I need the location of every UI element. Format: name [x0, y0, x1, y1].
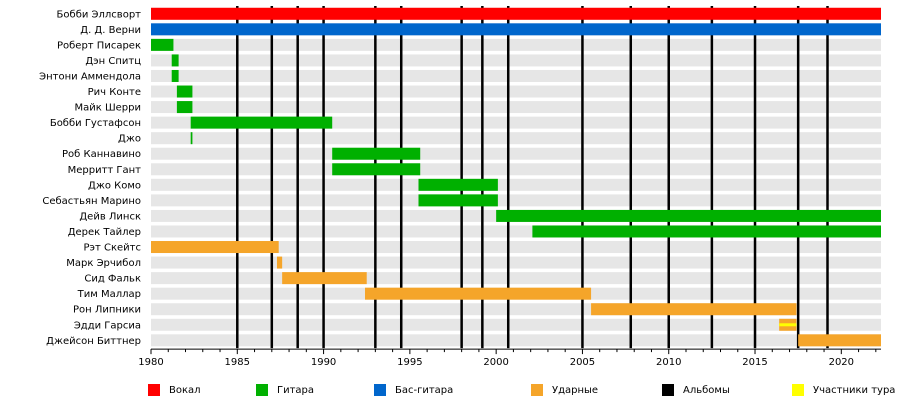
legend-label-tour: Участники тура — [813, 384, 896, 396]
member-name-label: Джо Комо — [88, 180, 141, 191]
legend-label-drums: Ударные — [552, 384, 599, 396]
legend-swatch-drums — [531, 384, 543, 396]
row-background — [151, 241, 881, 254]
row-background — [151, 256, 881, 269]
member-bar-guitar — [176, 101, 193, 114]
legend-swatch-guitar — [256, 384, 268, 396]
row-background — [151, 178, 881, 191]
legend-swatch-tour — [792, 384, 804, 396]
legend-item-tour: Участники тура — [792, 384, 895, 396]
member-bar-guitar — [176, 85, 193, 98]
member-name-label: Д. Д. Верни — [80, 25, 141, 36]
x-axis-tick-label: 1995 — [397, 357, 422, 368]
row-background — [151, 272, 881, 285]
legend-swatch-albums — [662, 384, 674, 396]
member-name-label: Бобби Густафсон — [50, 118, 141, 129]
member-name-label: Рон Липники — [73, 305, 141, 316]
x-axis-tick-label: 1990 — [311, 357, 336, 368]
legend-item-guitar: Гитара — [256, 384, 314, 396]
x-axis-tick-label: 2005 — [570, 357, 595, 368]
x-axis-tick-label: 2000 — [483, 357, 508, 368]
member-bar-guitar — [151, 38, 174, 51]
x-axis-tick-label: 2015 — [742, 357, 767, 368]
member-name-label: Майк Шерри — [74, 103, 141, 114]
row-background — [151, 116, 881, 129]
row-background — [151, 318, 881, 331]
member-bar-guitar — [418, 178, 498, 191]
member-bar-tour — [779, 323, 797, 327]
member-name-label: Эдди Гарсиа — [74, 320, 141, 331]
member-bar-guitar — [532, 225, 881, 238]
row-background — [151, 101, 881, 114]
member-name-label: Бобби Эллсворт — [57, 9, 142, 20]
member-bar-drums — [798, 334, 881, 347]
x-axis-tick-label: 1985 — [225, 357, 250, 368]
legend-label-guitar: Гитара — [277, 384, 315, 396]
band-timeline-chart: Бобби Эллсворт Д. Д. Верни Роберт Писарек Д… — [39, 6, 881, 368]
row-background — [151, 38, 881, 51]
row-background — [151, 334, 881, 347]
row-background — [151, 147, 881, 160]
row-background — [151, 69, 881, 82]
member-name-label: Дерек Тайлер — [68, 227, 141, 238]
row-background — [151, 194, 881, 207]
member-bar-guitar — [171, 69, 179, 82]
member-name-label: Мерритт Гант — [68, 165, 142, 176]
member-bar-guitar — [332, 147, 421, 160]
member-bar-guitar — [171, 54, 179, 67]
member-bar-drums — [151, 241, 279, 254]
row-background — [151, 163, 881, 176]
member-name-label: Рич Конте — [88, 87, 141, 98]
member-bar-guitar — [332, 163, 421, 176]
member-name-label: Джо — [118, 134, 141, 145]
member-name-label: Роберт Писарек — [57, 40, 141, 51]
member-name-label: Роб Каннавино — [62, 149, 141, 160]
legend-item-bass: Бас-гитара — [374, 384, 453, 396]
member-bar-drums — [282, 272, 367, 285]
member-bar-bass — [151, 23, 881, 36]
x-axis-tick-label: 2020 — [829, 357, 854, 368]
member-name-label: Рэт Скейтс — [83, 243, 141, 254]
member-name-label: Сид Фальк — [84, 274, 141, 285]
x-axis-tick-label: 1980 — [138, 357, 163, 368]
member-name-label: Дейв Линск — [79, 211, 141, 222]
member-name-label: Дэн Спитц — [85, 56, 141, 67]
member-name-label: Марк Эрчибол — [66, 258, 141, 269]
row-background — [151, 85, 881, 98]
member-name-label: Энтони Аммендола — [39, 71, 141, 82]
legend-swatch-vocal — [148, 384, 160, 396]
legend-item-drums: Ударные — [531, 384, 598, 396]
member-bar-drums — [276, 256, 283, 269]
member-bar-guitar — [418, 194, 498, 207]
member-name-label: Себастьян Марино — [42, 196, 141, 207]
legend-swatch-bass — [374, 384, 386, 396]
legend-label-vocal: Вокал — [169, 384, 201, 396]
member-bar-guitar — [190, 116, 333, 129]
row-background — [151, 132, 881, 145]
row-background — [151, 54, 881, 67]
member-name-label: Джейсон Биттнер — [46, 336, 141, 347]
member-bar-drums — [591, 303, 797, 316]
x-axis-tick-label: 2010 — [656, 357, 681, 368]
legend-label-bass: Бас-гитара — [395, 384, 454, 396]
member-name-label: Тим Маллар — [77, 289, 141, 300]
legend-item-vocal: Вокал — [148, 384, 201, 396]
member-bar-guitar — [496, 209, 881, 222]
member-bar-guitar — [190, 132, 193, 145]
legend-label-albums: Альбомы — [683, 384, 730, 396]
legend-item-albums: Альбомы — [662, 384, 730, 396]
member-bar-drums — [364, 287, 592, 300]
chart-legend: Вокал Гитара Бас-гитара Ударные Альбомы … — [0, 384, 900, 404]
member-bar-vocal — [151, 7, 881, 20]
